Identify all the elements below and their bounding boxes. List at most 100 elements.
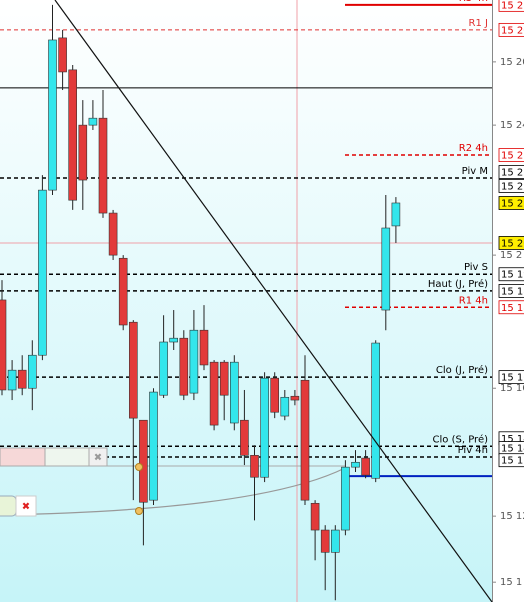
y-tick-label: 15 16 xyxy=(500,383,524,394)
price-tag-box xyxy=(498,0,524,12)
order-tag-widget[interactable]: ✖ xyxy=(0,495,37,517)
level-label: R3 4h xyxy=(459,0,488,4)
candle-body xyxy=(179,337,189,396)
y-tick-label: 15 20 xyxy=(500,57,524,68)
candle-body xyxy=(371,342,381,479)
price-tag-box xyxy=(498,267,524,282)
candle-body xyxy=(17,369,27,389)
price-tag: 15 22 xyxy=(501,181,524,192)
candle-body xyxy=(320,529,330,553)
price-tag-box xyxy=(498,453,524,468)
order-tag-box xyxy=(0,495,17,517)
candle-body xyxy=(219,361,229,396)
anchor-point xyxy=(135,463,143,471)
price-tag-box xyxy=(498,148,524,162)
price-tag-box xyxy=(498,236,524,250)
close-button[interactable] xyxy=(15,495,37,517)
candle-body xyxy=(48,39,57,191)
order-price-box xyxy=(0,447,46,467)
candles xyxy=(0,4,401,601)
anchor-point xyxy=(135,507,143,515)
candle-body xyxy=(108,212,118,256)
candle-body xyxy=(230,361,239,424)
y-tick-label: 15 12 xyxy=(500,511,524,522)
candle-body xyxy=(209,361,219,426)
price-tag: 15 14 xyxy=(501,434,524,445)
close-icon[interactable]: ✖ xyxy=(22,502,30,513)
price-tag-box xyxy=(498,300,524,315)
trend-line xyxy=(54,0,493,602)
plot-background xyxy=(0,0,492,602)
candle-body xyxy=(351,461,360,468)
candle-body xyxy=(68,69,77,201)
candle-body xyxy=(159,341,168,396)
price-tag-box xyxy=(498,284,524,298)
level-label: R1 J xyxy=(469,18,488,29)
candle-body xyxy=(0,299,7,391)
candle-body xyxy=(88,117,98,126)
level-label: Piv M xyxy=(462,166,488,177)
price-tag: 15 18 xyxy=(501,303,524,314)
candle-body xyxy=(199,329,209,366)
y-tick-label: 15 2 xyxy=(500,250,522,261)
candle-body xyxy=(240,419,249,456)
level-label: Piv 4h xyxy=(458,445,488,456)
order-points-box xyxy=(44,447,90,467)
price-tag-box xyxy=(498,165,524,179)
price-axis: 15 2015 2415 215 1615 1215 115 215 2015 … xyxy=(492,0,524,588)
price-tag-box xyxy=(498,370,524,385)
level-label: R2 4h xyxy=(459,143,488,154)
level-label: Haut (J, Pré) xyxy=(428,278,488,290)
candle-body xyxy=(38,189,47,356)
candle-body xyxy=(7,369,17,391)
price-tag: 15 19 xyxy=(501,270,524,281)
candle-body xyxy=(250,455,259,478)
candle-body xyxy=(169,337,178,343)
candle-body xyxy=(139,419,148,503)
candle-body xyxy=(129,321,138,419)
candle-body xyxy=(78,124,88,181)
candle-body xyxy=(149,391,158,501)
price-tag: 15 23 xyxy=(501,151,524,162)
level-label: Piv S xyxy=(464,262,488,273)
level-label: Clo (S, Pré) xyxy=(433,433,489,445)
price-tag: 15 16 xyxy=(501,373,524,384)
candle-body xyxy=(58,37,67,73)
candle-body xyxy=(280,396,290,417)
price-tag: 15 14 xyxy=(501,444,524,455)
candle-body xyxy=(98,117,108,214)
price-tag: 15 22 xyxy=(501,168,524,179)
price-tag-box xyxy=(498,179,524,193)
candle-body xyxy=(330,529,340,553)
level-label: Clo (J, Pré) xyxy=(436,364,488,376)
candle-body xyxy=(361,457,370,476)
candle-body xyxy=(381,227,391,311)
price-tag: 15 21 xyxy=(501,198,524,209)
candle-body xyxy=(290,395,300,401)
level-label: R1 4h xyxy=(459,295,488,306)
candle-body xyxy=(260,377,269,478)
price-tag: 15 18 xyxy=(501,286,524,297)
candle-body xyxy=(270,377,280,413)
candle-body xyxy=(310,502,320,531)
candle-body xyxy=(118,257,128,326)
y-tick-label: 15 24 xyxy=(500,120,524,131)
price-tag: 15 20 xyxy=(501,25,524,36)
y-tick-label: 15 1 xyxy=(500,577,522,588)
price-tag: 15 20 xyxy=(501,238,524,249)
price-tag-box xyxy=(498,22,524,37)
close-button[interactable] xyxy=(88,447,108,467)
order-curve xyxy=(0,467,346,516)
close-icon[interactable]: ✖ xyxy=(94,453,102,464)
price-tag-box xyxy=(498,196,524,210)
order-widget[interactable]: ✖ xyxy=(0,447,108,467)
candle-body xyxy=(391,202,401,227)
price-tag: 15 2 xyxy=(501,0,523,11)
price-tag: 15 13 xyxy=(501,456,524,467)
candle-body xyxy=(189,329,199,394)
candle-body xyxy=(27,354,37,389)
candle-body xyxy=(341,466,350,531)
candle-body xyxy=(300,379,310,501)
